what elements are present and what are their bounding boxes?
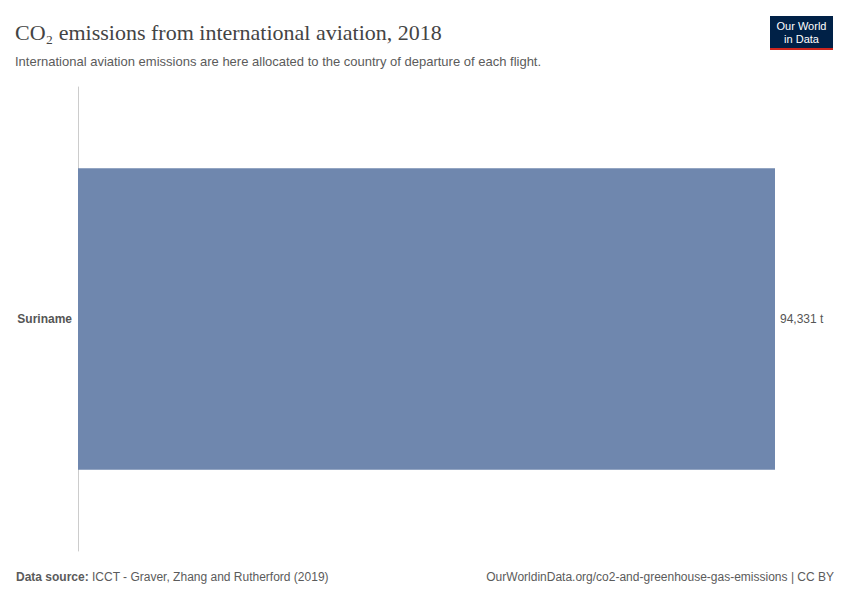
svg-text:Our World: Our World (777, 20, 827, 32)
svg-text:International aviation emissio: International aviation emissions are her… (15, 54, 541, 69)
svg-text:ICCT - Graver, Zhang and Ruthe: ICCT - Graver, Zhang and Rutherford (201… (92, 570, 329, 584)
svg-text:Data source:: Data source: (16, 570, 89, 584)
svg-text:94,331 t: 94,331 t (780, 312, 824, 326)
svg-text:CO₂ emissions from internation: CO₂ emissions from international aviatio… (15, 20, 442, 45)
svg-text:in Data: in Data (784, 33, 820, 45)
svg-text:Suriname: Suriname (17, 312, 72, 326)
svg-text:OurWorldinData.org/co2-and-gre: OurWorldinData.org/co2-and-greenhouse-ga… (486, 570, 834, 584)
